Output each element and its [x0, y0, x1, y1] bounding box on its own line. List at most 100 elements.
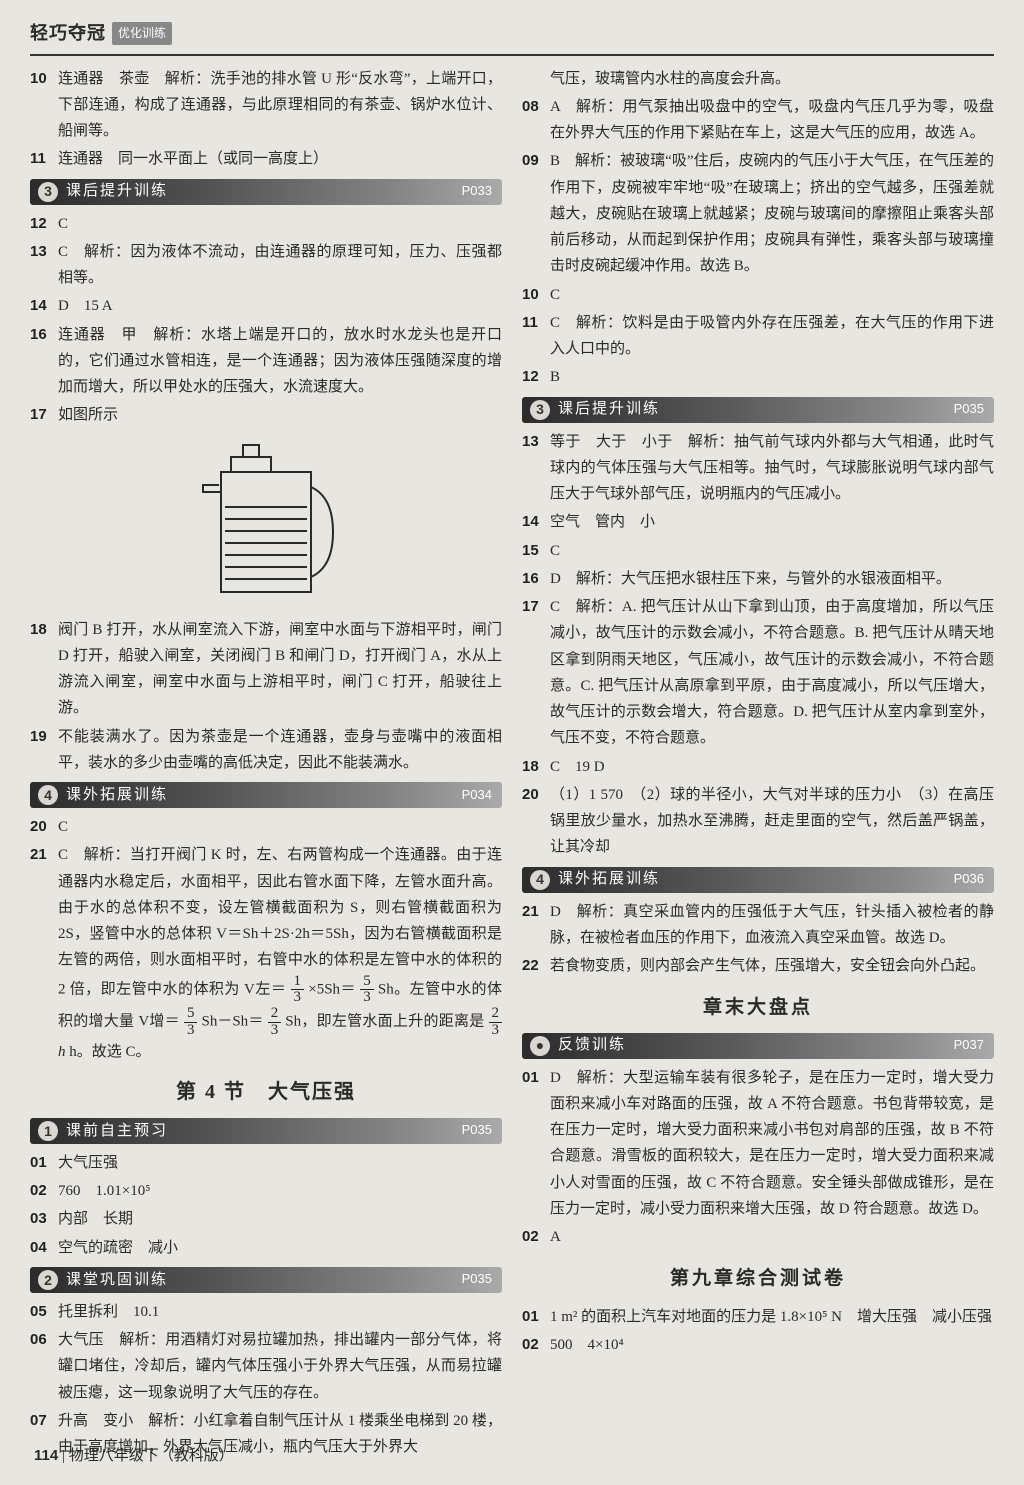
- item-number: 22: [522, 953, 550, 979]
- section-dot: 1: [38, 1121, 58, 1141]
- section-bar: 4 课外拓展训练 P036: [522, 867, 994, 893]
- section-bar: 2 课堂巩固训练 P035: [30, 1267, 502, 1293]
- item-body: 1 m² 的面积上汽车对地面的压力是 1.8×10⁵ N 增大压强 减小压强: [550, 1304, 994, 1330]
- answer-item: 20（1）1 570 （2）球的半径小，大气对半球的压力小 （3）在高压锅里放少…: [522, 782, 994, 861]
- item-body: C 19 D: [550, 754, 994, 780]
- item-number: 18: [522, 754, 550, 780]
- item-number: 06: [30, 1327, 58, 1406]
- answer-item: 05托里拆利 10.1: [30, 1299, 502, 1325]
- section-bar: 1 课前自主预习 P035: [30, 1118, 502, 1144]
- answer-item: 18 阀门 B 打开，水从闸室流入下游，闸室中水面与下游相平时，闸门 D 打开，…: [30, 617, 502, 722]
- answer-item: 19 不能装满水了。因为茶壶是一个连通器，壶身与壶嘴中的液面相平，装水的多少由壶…: [30, 724, 502, 777]
- item-body: D 15 A: [58, 293, 502, 319]
- item-number: 13: [522, 429, 550, 508]
- answer-item: 10 连通器 茶壶 解析：洗手池的排水管 U 形“反水弯”，上端开口，下部连通，…: [30, 66, 502, 145]
- section-bar: 3 课后提升训练 P035: [522, 397, 994, 423]
- item-body: 阀门 B 打开，水从闸室流入下游，闸室中水面与下游相平时，闸门 D 打开，船驶入…: [58, 617, 502, 722]
- item-body: A: [550, 1224, 994, 1250]
- answer-item: 11 连通器 同一水平面上（或同一高度上）: [30, 146, 502, 172]
- item-number: 02: [30, 1178, 58, 1204]
- answer-item: 17 如图所示: [30, 402, 502, 428]
- item-number: 17: [522, 594, 550, 752]
- item-body: C 解析：因为液体不流动，由连通器的原理可知，压力、压强都相等。: [58, 239, 502, 292]
- item-number: 01: [30, 1150, 58, 1176]
- item-number: 01: [522, 1065, 550, 1223]
- section-title: 课外拓展训练: [66, 782, 168, 808]
- answer-item: 12 C: [30, 211, 502, 237]
- answer-item: 22若食物变质，则内部会产生气体，压强增大，安全钮会向外凸起。: [522, 953, 994, 979]
- item-number: 12: [30, 211, 58, 237]
- section-title: 反馈训练: [558, 1032, 626, 1058]
- section-title: 课后提升训练: [66, 178, 168, 204]
- item-body: 大气压 解析：用酒精灯对易拉罐加热，排出罐内一部分气体，将罐口堵住，冷却后，罐内…: [58, 1327, 502, 1406]
- item-number: 16: [30, 322, 58, 401]
- section-page: P035: [462, 1268, 492, 1291]
- footer-text: |: [62, 1448, 69, 1464]
- item-number: 11: [522, 310, 550, 363]
- section-dot: 4: [530, 870, 550, 890]
- answer-item: 16D 解析：大气压把水银柱压下来，与管外的水银液面相平。: [522, 566, 994, 592]
- section-title: 课后提升训练: [558, 396, 660, 422]
- brand-sub: 优化训练: [112, 22, 172, 45]
- answer-item: 14空气 管内 小: [522, 509, 994, 535]
- section-dot: 4: [38, 785, 58, 805]
- item-number: 11: [30, 146, 58, 172]
- answer-item: 02A: [522, 1224, 994, 1250]
- left-column: 10 连通器 茶壶 解析：洗手池的排水管 U 形“反水弯”，上端开口，下部连通，…: [30, 66, 502, 1463]
- item-number: 10: [522, 282, 550, 308]
- item-body: 等于 大于 小于 解析：抽气前气球内外都与大气相通，此时气球内的气体压强与大气压…: [550, 429, 994, 508]
- section-dot: 2: [38, 1270, 58, 1290]
- item-body: C: [550, 538, 994, 564]
- chapter-heading: 章末大盘点: [522, 991, 994, 1024]
- item-number: 18: [30, 617, 58, 722]
- item-number: 03: [30, 1206, 58, 1232]
- footer-text: 物理八年级下（教科版）: [69, 1448, 234, 1464]
- page-footer: 114 | 物理八年级下（教科版）: [34, 1443, 234, 1469]
- item-body: 如图所示: [58, 402, 502, 428]
- answer-item: 16 连通器 甲 解析：水塔上端是开口的，放水时水龙头也是开口的，它们通过水管相…: [30, 322, 502, 401]
- item-body: C: [58, 814, 502, 840]
- answer-item: 04空气的疏密 减小: [30, 1235, 502, 1261]
- text-run: Sh，即左管水面上升的距离是: [285, 1014, 484, 1030]
- item-body: B 解析：被玻璃“吸”住后，皮碗内的气压小于大气压，在气压差的作用下，皮碗被牢牢…: [550, 148, 994, 279]
- item-body: 连通器 同一水平面上（或同一高度上）: [58, 146, 502, 172]
- answer-item: 09B 解析：被玻璃“吸”住后，皮碗内的气压小于大气压，在气压差的作用下，皮碗被…: [522, 148, 994, 279]
- item-number: 20: [522, 782, 550, 861]
- answer-item: 15C: [522, 538, 994, 564]
- answer-item: 21 C 解析：当打开阀门 K 时，左、右两管构成一个连通器。由于连通器内水稳定…: [30, 842, 502, 1065]
- answer-item: 气压，玻璃管内水柱的高度会升高。: [522, 66, 994, 92]
- kettle-diagram: [30, 437, 502, 607]
- section-page: P036: [954, 868, 984, 891]
- item-number: 20: [30, 814, 58, 840]
- item-body: 500 4×10⁴: [550, 1332, 994, 1358]
- answer-item: 01D 解析：大型运输车装有很多轮子，是在压力一定时，增大受力面积来减小车对路面…: [522, 1065, 994, 1223]
- answer-item: 18C 19 D: [522, 754, 994, 780]
- section-title: 课外拓展训练: [558, 866, 660, 892]
- item-body: 空气的疏密 减小: [58, 1235, 502, 1261]
- item-body: 大气压强: [58, 1150, 502, 1176]
- answer-item: 03内部 长期: [30, 1206, 502, 1232]
- section-bar: 3 课后提升训练 P033: [30, 179, 502, 205]
- section-title: 课堂巩固训练: [66, 1267, 168, 1293]
- brand-logo: 轻巧夺冠: [30, 18, 106, 50]
- fraction: 53: [360, 974, 374, 1007]
- item-number: 08: [522, 94, 550, 147]
- answer-item: 13 C 解析：因为液体不流动，由连通器的原理可知，压力、压强都相等。: [30, 239, 502, 292]
- fraction: 53: [184, 1006, 198, 1039]
- answer-item: 20 C: [30, 814, 502, 840]
- answer-item: 011 m² 的面积上汽车对地面的压力是 1.8×10⁵ N 增大压强 减小压强: [522, 1304, 994, 1330]
- right-column: 气压，玻璃管内水柱的高度会升高。 08A 解析：用气泵抽出吸盘中的空气，吸盘内气…: [522, 66, 994, 1463]
- text-run: h。故选 C。: [69, 1044, 150, 1060]
- section-page: P034: [462, 784, 492, 807]
- section-page: P037: [954, 1034, 984, 1057]
- section-page: P035: [954, 398, 984, 421]
- item-body: 760 1.01×10⁵: [58, 1178, 502, 1204]
- item-body: C 解析：当打开阀门 K 时，左、右两管构成一个连通器。由于连通器内水稳定后，水…: [58, 842, 502, 1065]
- item-body: （1）1 570 （2）球的半径小，大气对半球的压力小 （3）在高压锅里放少量水…: [550, 782, 994, 861]
- answer-item: 11C 解析：饮料是由于吸管内外存在压强差，在大气压的作用下进入人口中的。: [522, 310, 994, 363]
- answer-item: 17C 解析：A. 把气压计从山下拿到山顶，由于高度增加，所以气压减小，故气压计…: [522, 594, 994, 752]
- page-header: 轻巧夺冠 优化训练: [30, 18, 994, 56]
- answer-item: 13等于 大于 小于 解析：抽气前气球内外都与大气相通，此时气球内的气体压强与大…: [522, 429, 994, 508]
- diagram-svg: [191, 437, 341, 607]
- item-body: 若食物变质，则内部会产生气体，压强增大，安全钮会向外凸起。: [550, 953, 994, 979]
